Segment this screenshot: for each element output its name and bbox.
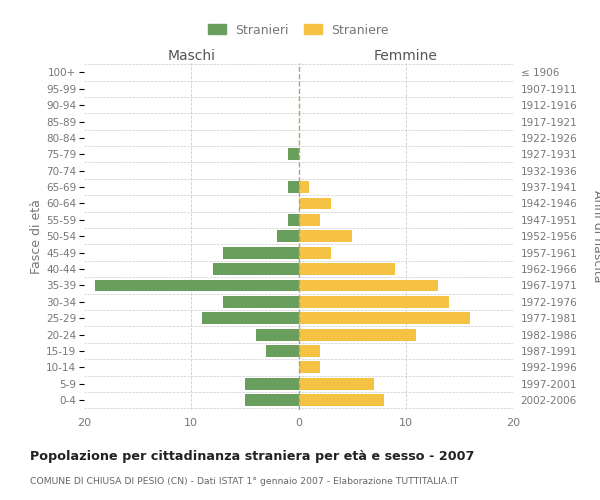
Bar [299, 378, 374, 390]
Bar [299, 362, 320, 374]
Bar [299, 198, 331, 209]
Bar [299, 230, 352, 242]
Bar [277, 230, 299, 242]
Text: COMUNE DI CHIUSA DI PESIO (CN) - Dati ISTAT 1° gennaio 2007 - Elaborazione TUTTI: COMUNE DI CHIUSA DI PESIO (CN) - Dati IS… [30, 478, 458, 486]
Bar [95, 280, 299, 291]
Legend: Stranieri, Straniere: Stranieri, Straniere [208, 24, 389, 36]
Bar [245, 394, 299, 406]
Text: Femmine: Femmine [374, 50, 437, 64]
Y-axis label: Anni di nascita: Anni di nascita [591, 190, 600, 282]
Bar [299, 296, 449, 308]
Bar [299, 280, 438, 291]
Bar [223, 296, 299, 308]
Bar [223, 246, 299, 258]
Bar [202, 312, 299, 324]
Text: Popolazione per cittadinanza straniera per età e sesso - 2007: Popolazione per cittadinanza straniera p… [30, 450, 475, 463]
Y-axis label: Fasce di età: Fasce di età [31, 199, 43, 274]
Bar [299, 345, 320, 357]
Bar [299, 181, 309, 193]
Bar [299, 312, 470, 324]
Bar [256, 328, 299, 340]
Text: Maschi: Maschi [167, 50, 215, 64]
Bar [245, 378, 299, 390]
Bar [288, 214, 299, 226]
Bar [299, 246, 331, 258]
Bar [299, 263, 395, 275]
Bar [299, 214, 320, 226]
Bar [299, 394, 385, 406]
Bar [288, 181, 299, 193]
Bar [288, 148, 299, 160]
Bar [266, 345, 299, 357]
Bar [212, 263, 299, 275]
Bar [299, 328, 416, 340]
